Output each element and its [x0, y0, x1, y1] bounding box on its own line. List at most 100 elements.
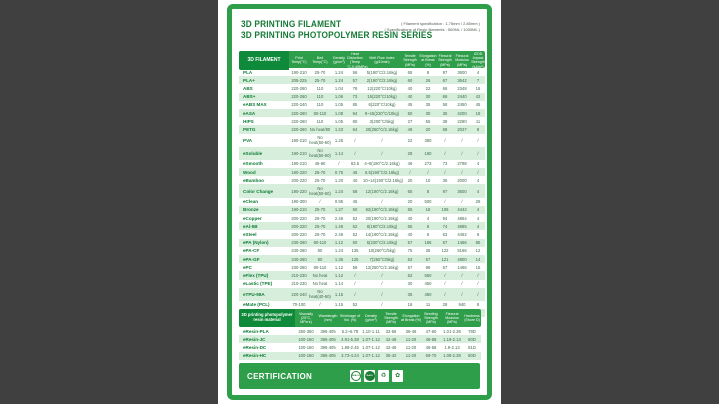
resin-col-header-4: Tensile Strength (MPa) [384, 311, 398, 325]
spec-value: 4 [476, 207, 480, 213]
spec-value: 1.20 [334, 177, 344, 183]
quality-badge: ✿ [392, 370, 404, 382]
spec-value: 1.46 [334, 223, 344, 229]
material-name: eSoluble [243, 150, 263, 156]
resin-row-eresin-hc: eResin-HC 100-150 395-405 3.73-4.24 1.07-1.1… [239, 351, 481, 360]
filament-row-esteel: eSteel 200-220 25-70 2.46 52 14(190°C/2.16kg)… [239, 230, 485, 238]
material-name: eFlex (TPU) [243, 272, 269, 278]
spec-value: 7 [476, 77, 480, 83]
spec-value: 3600 [457, 69, 467, 75]
spec-value: 94 [442, 215, 448, 221]
spec-value: 8 [426, 69, 430, 75]
spec-value: 9~15(220°C/10kg) [364, 110, 400, 116]
spec-value: 40 [407, 94, 413, 100]
filament-row-abs+: ABS+ 220-260 110 1.06 73 15(220°C/10kg) 40 30 66… [239, 92, 485, 101]
spec-value: 46 [407, 126, 413, 132]
spec-value: 45 [352, 169, 358, 175]
spec-value: 45-60 [314, 161, 326, 167]
eco-badge-icon: ♻ [380, 372, 387, 379]
spec-value: 11-20 [405, 344, 417, 350]
spec-value: 1.19-2.13 [443, 336, 461, 342]
spec-value: / [477, 281, 479, 287]
resin-col-header-3: Density (g/cm³) [365, 313, 377, 322]
spec-value: 52 [352, 231, 358, 237]
spec-value: 20(250°C/2.16kg) [365, 126, 399, 132]
material-name: eASA [243, 110, 256, 116]
spec-note-line2: ( Specifications of Resin filaments : 50… [384, 26, 480, 32]
spec-value: 58 [442, 102, 448, 108]
spec-value: 0.75 [334, 169, 344, 175]
spec-value: 1.14 [334, 281, 344, 287]
spec-value: 32-56 [385, 328, 397, 334]
spec-value: 1.01-2.36 [443, 328, 461, 334]
resin-col-header-6: Bending Strength (MPa) [424, 311, 438, 325]
spec-value: 57 [407, 240, 413, 246]
spec-value: 29 [475, 199, 481, 205]
spec-value: 80 [317, 248, 323, 254]
spec-value: / [444, 281, 446, 287]
spec-value: / [354, 150, 356, 156]
spec-value: 5(190°C/2.16kg) [366, 69, 398, 75]
spec-value: 2280 [457, 118, 467, 124]
spec-value: 10~14(190°C/2.16kg) [363, 177, 403, 183]
spec-value: 100-150 [298, 353, 314, 359]
spec-value: 63.5 [350, 161, 360, 167]
spec-value: 220-260 [291, 110, 307, 116]
resin-corner-header: 3D printing photopolymer resin material [239, 309, 295, 327]
spec-value: 70-100 [292, 302, 306, 308]
resin-body: eResin-PLA 250-350 395-405 5.2~5.78 1.10-1.1… [239, 327, 481, 360]
spec-value: 1.24 [334, 77, 344, 83]
spec-value: 20(190°C/2.16kg) [365, 215, 399, 221]
spec-value: / [461, 169, 463, 175]
spec-value: 35-42 [385, 353, 397, 359]
spec-value: 1.07-1.12 [362, 353, 380, 359]
spec-value: No heat(50-60) [309, 186, 331, 197]
spec-value: 11-20 [405, 336, 417, 342]
spec-value: 12(220°C/10kg) [367, 85, 397, 91]
spec-value: 121 [441, 256, 449, 262]
spec-value: No heat(50-60) [309, 135, 331, 146]
spec-value: 5 [476, 231, 480, 237]
spec-value: 28 [407, 150, 413, 156]
green-frame-border: 3D PRINTING FILAMENT 3D PRINTING PHOTOPO… [227, 4, 492, 400]
filament-row-petg: PETG 220-260 No heat/80 1.23 64 20(250°C/2.16… [239, 125, 485, 134]
filament-row-epa-nylon-: ePA (Nylon) 230-260 80-110 1.12 50 5(230°C/2.… [239, 238, 485, 247]
filament-row-eal-5b: eAl-5B 200-220 25-70 1.46 52 8(190°C/2.16kg) 6… [239, 222, 485, 231]
material-name: eLastic (TPE) [243, 281, 273, 287]
spec-value: 8(190°C/2.16kg) [366, 223, 398, 229]
filament-row-emate-pcl-: eMate (PCL) 70-100 / 1.15 52 / 16 11 28 940 8 [239, 301, 485, 309]
spec-value: 65 [407, 207, 413, 213]
spec-value: 15(220°C/10kg) [367, 94, 397, 100]
spec-value: 45 [352, 199, 358, 205]
spec-value: / [381, 137, 383, 143]
spec-value: 11 [475, 118, 481, 124]
material-name: ePC [243, 264, 252, 270]
spec-value: 20 [407, 199, 413, 205]
spec-value: 5166 [457, 248, 467, 254]
spec-value: 200-220 [291, 215, 307, 221]
spec-value: 16 [407, 302, 413, 308]
filament-row-epa-gf: ePA-GF 240-260 80 1.35 125 7(250°C/5kg) 63 57 12… [239, 254, 485, 264]
spec-value: / [319, 302, 321, 308]
filament-col-header-8: Flexural Modulus (MPa) [455, 54, 469, 67]
spec-value: 5.5(190°C/2.16kg) [364, 169, 400, 175]
spec-value: 36-46 [405, 328, 417, 334]
spec-value: 59-70 [425, 353, 437, 359]
spec-value: 42-46 [385, 336, 397, 342]
filament-col-header-9: IZOD Impact Strength (kJ/m²) [471, 52, 485, 69]
spec-value: / [444, 199, 446, 205]
material-name: eSmooth [243, 161, 263, 167]
spec-value: 1.15 [334, 291, 344, 297]
spec-value: 4 [426, 215, 430, 221]
spec-value: / [461, 137, 463, 143]
spec-value: 12 [475, 248, 481, 254]
filament-row-wood: Wood 190-220 25-70 0.75 45 5.5(190°C/2.16kg) /… [239, 168, 485, 177]
spec-value: 52 [352, 302, 358, 308]
spec-value: 65 [407, 188, 413, 194]
spec-value: 35 [407, 291, 413, 297]
spec-value: 110 [316, 102, 324, 108]
spec-note-line1: ( Filament specification : 1.75mm / 2.85… [401, 21, 480, 26]
spec-value: 1.07-1.12 [362, 336, 380, 342]
spec-value: 8 [426, 188, 430, 194]
spec-value: 1.05 [334, 102, 344, 108]
